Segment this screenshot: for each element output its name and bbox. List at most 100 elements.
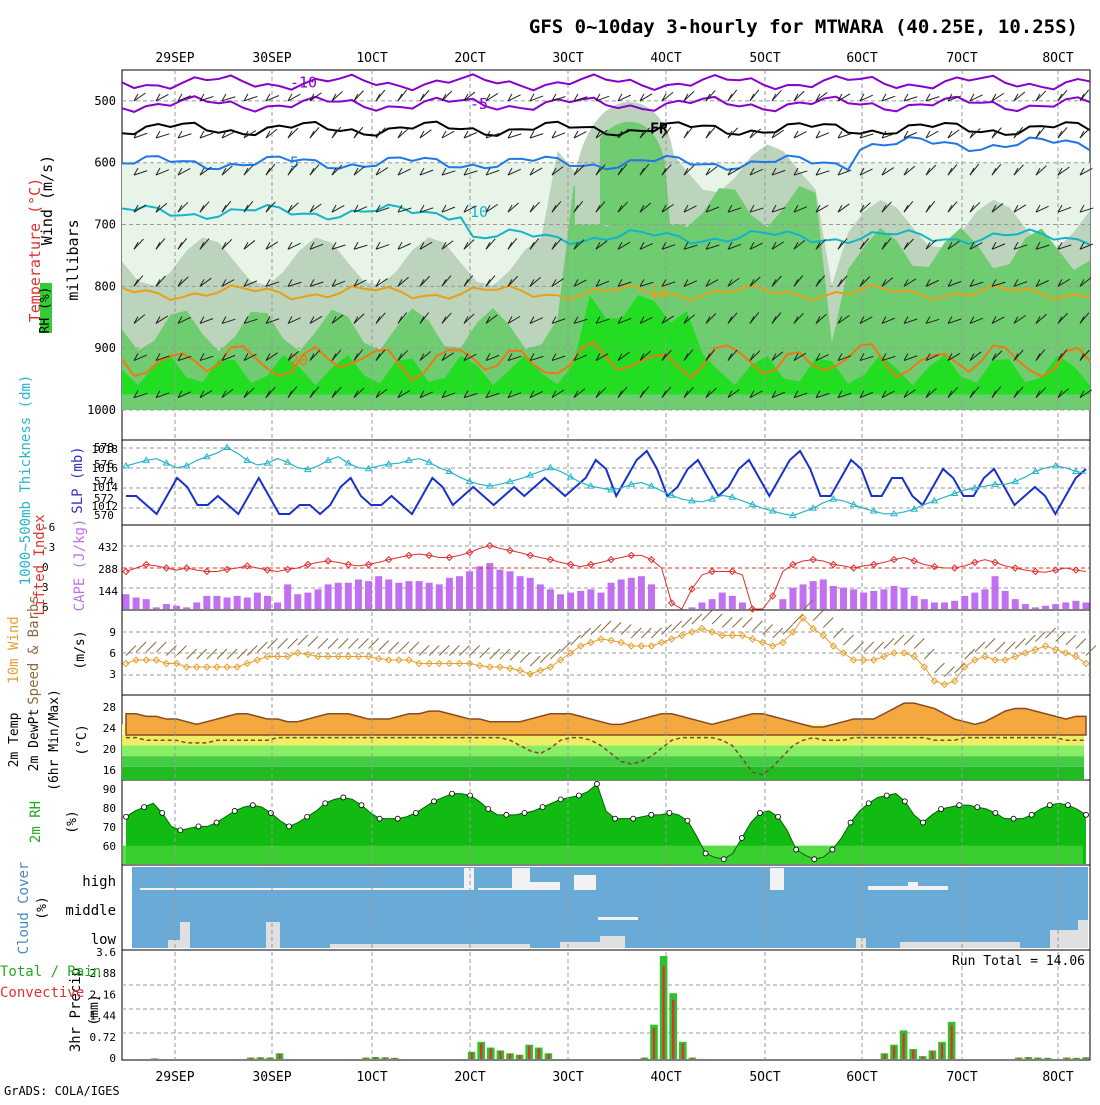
wind-barb-flag — [837, 204, 843, 213]
wind-barb-flag — [617, 242, 623, 250]
cape-tick: 432 — [98, 541, 118, 554]
wind-barb — [1035, 205, 1049, 213]
wind-barb — [206, 648, 218, 660]
wind-barb-flag — [133, 130, 139, 139]
wind-barb — [793, 240, 806, 250]
wind-speed-point — [961, 663, 969, 671]
y-axis-titles: Wind (m/s)Temperature (°C) millibars RH (%… — [0, 155, 102, 1052]
wind-speed-point — [849, 656, 858, 664]
wind-barb — [617, 201, 629, 213]
wind-barb — [1085, 645, 1097, 656]
wind-barb — [691, 613, 703, 625]
wind-barb-flag — [573, 279, 579, 287]
wind-barb — [529, 167, 543, 176]
precip-conv-bar — [691, 1057, 694, 1059]
cape-bar — [445, 577, 453, 609]
wind-barb — [853, 641, 864, 653]
wind-speed-point — [859, 656, 868, 664]
wind-barb — [529, 133, 544, 139]
wind-barb — [1057, 278, 1071, 287]
wind-barb — [727, 243, 742, 250]
below-1000-strip — [123, 410, 1089, 439]
wind-barb — [934, 662, 945, 674]
date-label-top: 30SEP — [252, 51, 291, 66]
wind-barb — [331, 314, 344, 324]
wind-barb — [1004, 641, 1016, 653]
wind-barb-flag — [793, 130, 799, 139]
wind-speed-point — [667, 635, 676, 643]
rh-point — [231, 808, 238, 814]
wind-barb — [815, 238, 827, 250]
wind-barb — [771, 275, 782, 287]
wind-barb — [749, 207, 764, 213]
li-tick: 3 — [42, 581, 49, 594]
slp-tick: 1014 — [92, 481, 119, 494]
wind-barb — [463, 313, 475, 324]
wind-speed-point — [273, 652, 282, 661]
wind-barb-flag — [287, 204, 293, 213]
wind-barb-flag — [661, 167, 667, 176]
wind-speed-point — [597, 635, 605, 643]
rh-point — [123, 813, 129, 820]
wind-barb — [925, 130, 939, 139]
wind-barb-flag — [221, 130, 227, 139]
wind-speed-point — [981, 652, 989, 661]
y-title-temp2m: 2m Temp — [7, 712, 22, 767]
wind-barb — [815, 204, 829, 213]
wind-barb — [199, 390, 213, 399]
wind-barb — [560, 641, 571, 653]
wind-barb-flag — [859, 204, 865, 213]
wind-barb — [133, 238, 144, 250]
wind-speed-point — [971, 656, 979, 664]
wind-barb — [705, 206, 720, 213]
wind-barb — [519, 652, 531, 663]
wind-barb — [639, 316, 653, 324]
li-point — [142, 560, 150, 569]
cape-bar — [162, 604, 170, 609]
wind-barb-flag — [683, 167, 689, 176]
cape-bar — [274, 602, 282, 609]
cloud-level-low: low — [91, 932, 117, 948]
wind-barb-flag — [1035, 204, 1041, 213]
date-label-bottom: 5OCT — [749, 1070, 780, 1085]
wind-barb-flag — [419, 279, 425, 287]
precip-conv-bar — [1017, 1057, 1020, 1059]
cape-bar — [233, 595, 241, 609]
wind-barb — [762, 624, 773, 635]
cloud-bg — [132, 867, 1088, 948]
wind-barb — [499, 648, 511, 660]
rh-point — [901, 798, 908, 805]
wind-barb-flag — [353, 242, 359, 250]
li-point — [587, 560, 595, 569]
wind-speed-point — [647, 642, 656, 650]
wind-barb-flag — [969, 353, 975, 361]
wind-barb — [903, 355, 918, 362]
precip-tick: 2.88 — [90, 967, 117, 980]
wind-barb — [881, 390, 895, 399]
wind-barb-flag — [133, 279, 139, 287]
wind-barb — [441, 392, 456, 399]
cape-bar — [890, 586, 898, 609]
wind-barb — [331, 91, 343, 102]
slp-tick: 1012 — [92, 500, 119, 513]
wind-barb-flag — [265, 390, 271, 398]
cloud-low-bar — [168, 940, 180, 948]
li-point — [910, 557, 918, 565]
contour-label: 20 — [290, 352, 308, 370]
wind-barb — [923, 648, 935, 660]
wind-barb-flag — [221, 390, 227, 398]
cloud-low-bar — [1050, 930, 1080, 948]
wind-barb — [353, 244, 368, 250]
run-total-label: Run Total = 14.06 — [952, 954, 1085, 969]
wind-barb — [570, 634, 581, 646]
wind-barb-flag — [1035, 130, 1041, 139]
thickness-point — [930, 496, 939, 504]
cape-bar — [324, 584, 332, 609]
wind-barb-flag — [155, 93, 161, 102]
cape-bar — [304, 592, 312, 609]
wind-barb — [243, 240, 256, 250]
wind-barb — [485, 169, 500, 176]
wind-barb-flag — [529, 242, 535, 250]
cape-bar — [253, 592, 261, 609]
wind-barb — [133, 204, 147, 213]
